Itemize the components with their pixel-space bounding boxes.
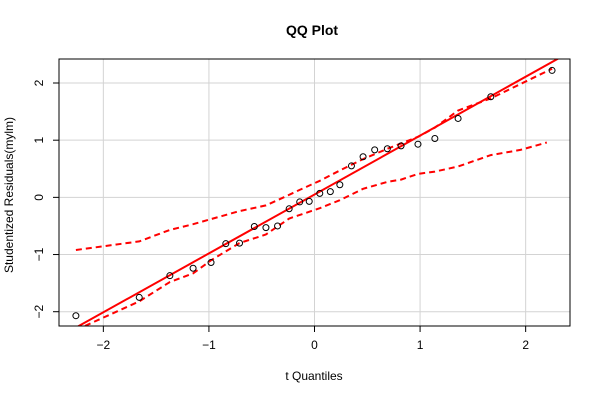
axes: −2 −1 0 1 2 −2 −1 0 1 2	[32, 79, 529, 352]
x-tick-label-1: −1	[202, 338, 216, 352]
y-axis-label: Studentized Residuals(mylm)	[2, 117, 16, 273]
data-point-7	[250, 223, 258, 231]
data-point-21	[414, 140, 422, 148]
data-point-9	[274, 222, 282, 230]
data-point-8	[262, 224, 270, 232]
y-tick-label-2: 0	[32, 194, 46, 201]
chart-title: QQ Plot	[286, 22, 338, 38]
data-points	[72, 66, 556, 320]
y-tick-label-3: 1	[32, 137, 46, 144]
data-point-13	[316, 189, 324, 197]
data-point-15	[336, 181, 344, 189]
data-point-10	[285, 205, 293, 213]
data-point-3	[189, 264, 197, 272]
confidence-bands	[75, 67, 553, 326]
y-tick-label-0: −2	[32, 305, 46, 319]
data-point-12	[305, 197, 313, 205]
data-point-25	[548, 66, 556, 74]
y-tick-label-1: −1	[32, 247, 46, 261]
grid-lines	[59, 59, 570, 326]
data-point-22	[431, 134, 439, 142]
x-tick-label-0: −2	[96, 338, 110, 352]
reference-line	[76, 59, 560, 326]
data-point-2	[166, 272, 174, 280]
data-point-24	[487, 93, 495, 101]
data-point-6	[236, 239, 244, 247]
x-tick-label-2: 0	[311, 338, 318, 352]
data-point-20	[397, 142, 405, 150]
x-tick-label-3: 1	[417, 338, 424, 352]
data-point-0	[72, 312, 80, 320]
data-point-19	[383, 145, 391, 153]
data-point-14	[326, 188, 334, 196]
data-point-23	[454, 114, 462, 122]
data-point-4	[207, 259, 215, 267]
data-point-18	[371, 146, 379, 154]
data-point-17	[359, 153, 367, 161]
data-point-1	[135, 293, 143, 301]
reference-line-layer	[76, 59, 560, 326]
data-point-11	[296, 198, 304, 206]
lower-confidence-band	[82, 141, 548, 326]
upper-confidence-band	[75, 67, 553, 251]
y-tick-label-4: 2	[32, 79, 46, 86]
data-point-5	[222, 240, 230, 248]
x-axis-label: t Quantiles	[285, 369, 342, 383]
x-tick-label-4: 2	[522, 338, 529, 352]
data-point-16	[347, 162, 355, 170]
